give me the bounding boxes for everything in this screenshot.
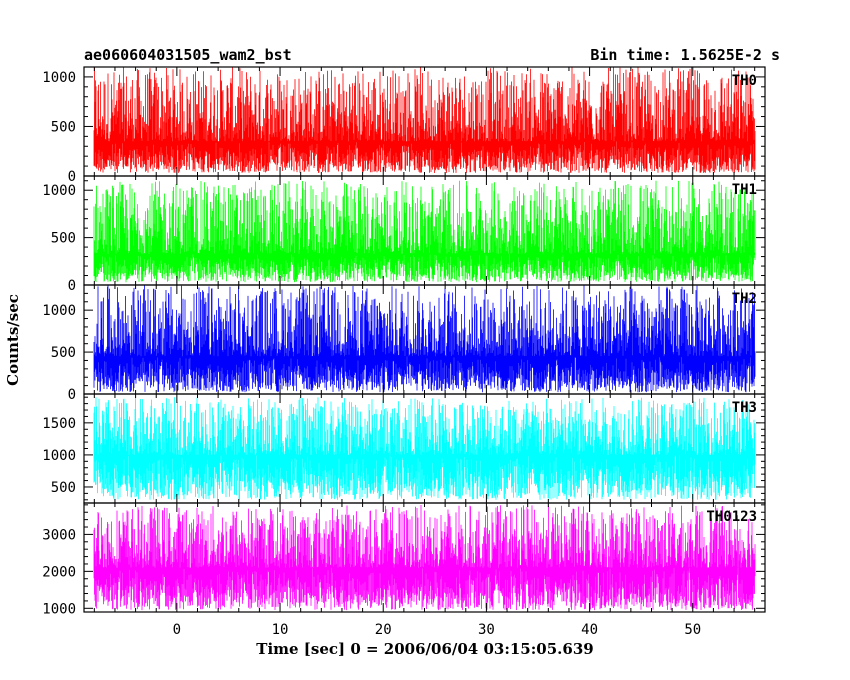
panel-label-th1: TH1 (732, 182, 757, 198)
x-tick-label: 0 (173, 622, 181, 638)
x-axis-label: Time [sec] 0 = 2006/06/04 03:15:05.639 (256, 640, 593, 658)
series-trace-th1 (93, 180, 756, 283)
y-tick-label: 500 (51, 345, 76, 361)
series-trace-th0123 (93, 504, 756, 611)
y-tick-label: 1000 (42, 448, 76, 464)
y-tick-label: 1500 (42, 416, 76, 432)
x-tick-label: 50 (684, 622, 701, 638)
y-tick-label: 500 (51, 480, 76, 496)
y-axis-label: Counts/sec (4, 294, 22, 386)
y-tick-label: 500 (51, 231, 76, 247)
series-trace-th0 (93, 67, 756, 173)
y-tick-label: 1000 (42, 183, 76, 199)
panel-label-th0123: TH0123 (706, 509, 757, 525)
chart-title-right: Bin time: 1.5625E-2 s (590, 46, 780, 64)
chart-title-left: ae060604031505_wam2_bst (84, 46, 292, 64)
y-tick-label: 1000 (42, 601, 76, 617)
y-tick-label: 0 (68, 278, 76, 294)
y-tick-label: 0 (68, 387, 76, 403)
y-tick-label: 0 (68, 169, 76, 185)
panel-label-th0: TH0 (732, 73, 757, 89)
x-tick-label: 20 (375, 622, 392, 638)
y-tick-label: 2000 (42, 564, 76, 580)
x-tick-label: 10 (272, 622, 289, 638)
x-tick-label: 30 (478, 622, 495, 638)
panel-label-th3: TH3 (732, 400, 757, 416)
series-trace-th3 (93, 397, 756, 500)
panel-label-th2: TH2 (732, 291, 757, 307)
y-tick-label: 500 (51, 119, 76, 135)
x-tick-label: 40 (581, 622, 598, 638)
y-tick-label: 3000 (42, 527, 76, 543)
y-tick-label: 1000 (42, 303, 76, 319)
y-tick-label: 1000 (42, 70, 76, 86)
series-trace-th2 (93, 285, 756, 393)
